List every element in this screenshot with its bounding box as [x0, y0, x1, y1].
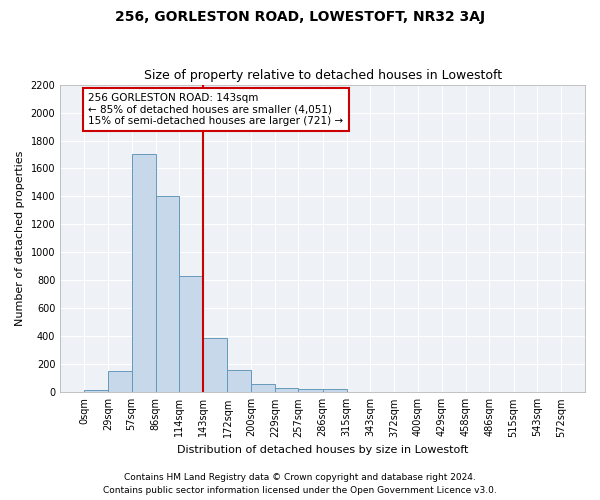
Text: 256 GORLESTON ROAD: 143sqm
← 85% of detached houses are smaller (4,051)
15% of s: 256 GORLESTON ROAD: 143sqm ← 85% of deta…: [88, 93, 343, 126]
Title: Size of property relative to detached houses in Lowestoft: Size of property relative to detached ho…: [143, 69, 502, 82]
Bar: [323, 389, 347, 392]
Bar: [179, 276, 203, 392]
Bar: [131, 154, 156, 392]
Bar: [203, 338, 227, 392]
Y-axis label: Number of detached properties: Number of detached properties: [15, 150, 25, 326]
Text: 256, GORLESTON ROAD, LOWESTOFT, NR32 3AJ: 256, GORLESTON ROAD, LOWESTOFT, NR32 3AJ: [115, 10, 485, 24]
Bar: [108, 372, 131, 392]
X-axis label: Distribution of detached houses by size in Lowestoft: Distribution of detached houses by size …: [177, 445, 468, 455]
Text: Contains HM Land Registry data © Crown copyright and database right 2024.
Contai: Contains HM Land Registry data © Crown c…: [103, 474, 497, 495]
Bar: [156, 196, 179, 392]
Bar: [84, 390, 108, 392]
Bar: [251, 384, 275, 392]
Bar: [275, 388, 298, 392]
Bar: [298, 389, 323, 392]
Bar: [227, 370, 251, 392]
